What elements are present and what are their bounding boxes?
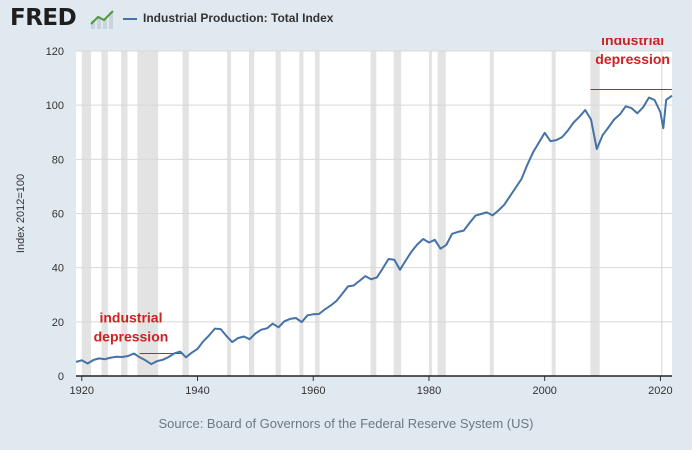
annotation-label: industrial (601, 38, 664, 48)
y-tick-label: 40 (52, 263, 64, 275)
x-tick-label: 2000 (532, 385, 556, 397)
y-tick-label: 20 (52, 317, 64, 329)
legend-line-swatch (123, 18, 137, 20)
series-line (75, 94, 673, 366)
annotation-label: depression (94, 328, 169, 344)
annotation-label: industrial (99, 309, 162, 325)
y-axis-title: Index 2012=100 (15, 174, 27, 253)
fred-logo[interactable]: FRED (10, 5, 77, 31)
y-tick-label: 0 (58, 371, 64, 383)
header: FRED Industrial Production: Total Index (0, 0, 692, 40)
x-tick-label: 2020 (648, 385, 672, 397)
y-tick-label: 80 (52, 154, 64, 166)
x-tick-label: 1980 (417, 385, 441, 397)
chart-trend-icon (90, 10, 114, 29)
source-note: Source: Board of Governors of the Federa… (158, 416, 534, 431)
legend-series-label[interactable]: Industrial Production: Total Index (143, 11, 334, 25)
y-tick-label: 120 (46, 46, 64, 58)
line-chart: 0 20 40 60 80 100 120 1920 1940 1960 1980 2000 2020 I… (15, 38, 673, 397)
annotation-label: depression (595, 51, 670, 67)
y-tick-label: 100 (46, 100, 64, 112)
x-tick-label: 1960 (301, 385, 325, 397)
y-tick-label: 60 (52, 209, 64, 221)
x-tick-label: 1940 (185, 385, 209, 397)
x-tick-label: 1920 (70, 385, 94, 397)
